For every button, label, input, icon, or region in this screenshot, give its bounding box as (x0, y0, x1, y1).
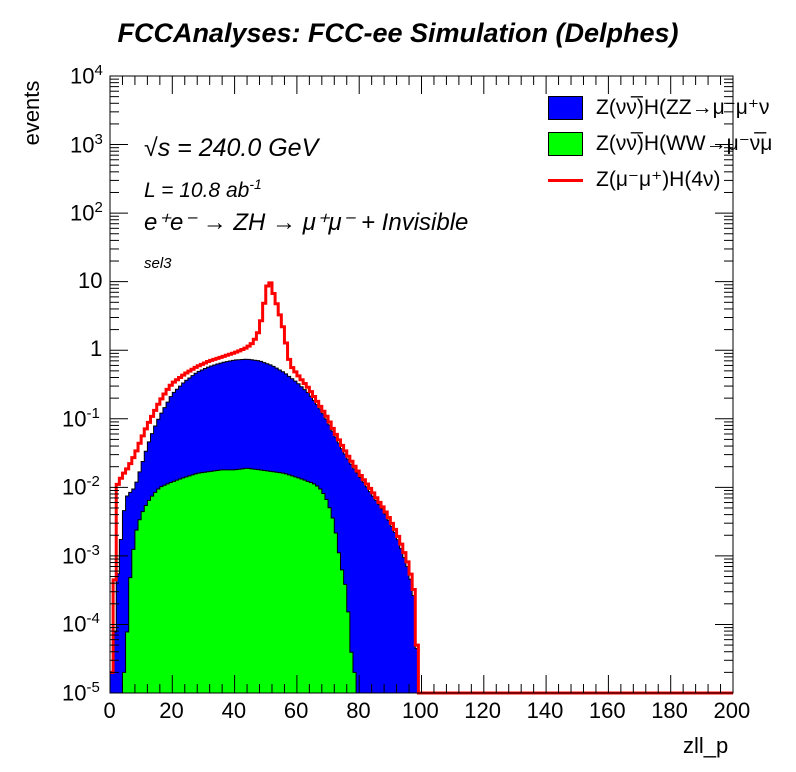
x-tick-label: 120 (464, 698, 502, 723)
y-tick-label: 10 (78, 267, 103, 293)
x-tick-label: 100 (402, 698, 439, 723)
x-tick-label: 60 (283, 698, 309, 723)
chart-title: FCCAnalyses: FCC-ee Simulation (Delphes) (117, 18, 679, 48)
x-tick-label: 80 (346, 698, 371, 723)
legend-line (548, 179, 583, 182)
y-tick-label: 10-3 (62, 541, 100, 569)
y-tick-label: 1 (90, 336, 103, 362)
x-tick-label: 20 (159, 698, 184, 723)
x-axis-label: zll_p (683, 733, 729, 758)
legend-label: Z(μ⁻μ⁺)H(4ν) (596, 168, 721, 191)
y-tick-label: 10-5 (62, 679, 100, 706)
process-annotation: e⁺e⁻ → ZH → μ⁺μ⁻ + Invisible (144, 209, 469, 236)
luminosity-text: L = 10.8 ab (144, 179, 250, 202)
legend-swatch (548, 96, 583, 120)
histogram-layer (109, 281, 733, 695)
selection-annotation: sel3 (144, 255, 172, 272)
legend-swatch (548, 132, 583, 156)
legend-label: Z(νν̅)H(WW→μ⁻ν̅μ (596, 132, 773, 155)
y-axis-label: events (19, 80, 44, 146)
x-tick-label: 0 (103, 698, 116, 723)
y-tick-label: 104 (70, 62, 103, 89)
y-tick-label: 10-1 (62, 404, 100, 432)
x-tick-label: 180 (651, 698, 688, 723)
axis-ticks (109, 75, 734, 694)
legend-label: Z(νν̅)H(ZZ→μ⁻μ⁺ν (596, 96, 770, 119)
x-tick-label: 140 (526, 698, 564, 723)
luminosity-exponent: -1 (249, 176, 262, 192)
y-tick-label: 103 (70, 130, 103, 157)
y-tick-label: 10-4 (62, 610, 100, 637)
series-ww (121, 467, 357, 694)
x-tick-label: 200 (713, 698, 751, 723)
x-tick-label: 40 (221, 698, 247, 723)
y-tick-label: 102 (70, 199, 103, 226)
x-tick-label: 160 (588, 698, 626, 723)
y-tick-label: 10-2 (62, 473, 100, 500)
luminosity-annotation: L = 10.8 ab-1 (144, 176, 262, 203)
energy-annotation: √s = 240.0 GeV (144, 134, 319, 162)
